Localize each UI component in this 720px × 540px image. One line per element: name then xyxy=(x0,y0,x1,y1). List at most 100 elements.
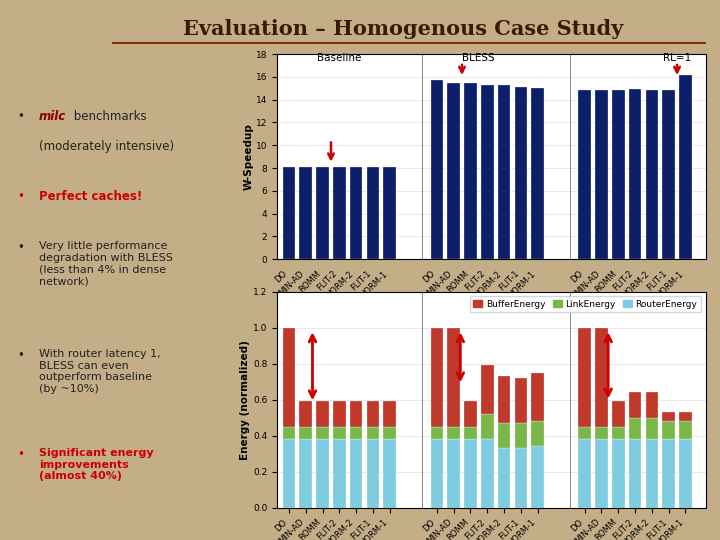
Bar xyxy=(531,88,544,259)
Bar xyxy=(629,439,642,508)
Bar xyxy=(464,439,477,508)
Bar xyxy=(612,439,624,508)
Bar xyxy=(612,401,624,427)
Bar xyxy=(595,91,608,259)
Bar xyxy=(384,439,396,508)
Bar xyxy=(350,439,362,508)
Bar xyxy=(531,421,544,447)
Bar xyxy=(431,439,443,508)
Bar xyxy=(316,427,329,439)
Bar xyxy=(662,412,675,421)
Bar xyxy=(595,427,608,439)
Bar xyxy=(679,439,692,508)
Text: RL=1: RL=1 xyxy=(663,53,691,63)
Bar xyxy=(578,427,591,439)
Bar xyxy=(447,427,460,439)
Bar xyxy=(612,91,624,259)
Bar xyxy=(515,448,527,508)
Bar xyxy=(447,328,460,427)
Text: •: • xyxy=(17,241,24,254)
Bar xyxy=(366,439,379,508)
Bar xyxy=(384,167,396,259)
Bar xyxy=(481,414,493,439)
Bar xyxy=(646,393,658,417)
Bar xyxy=(679,412,692,421)
Bar xyxy=(333,167,346,259)
Text: Significant energy
improvements
(almost 40%): Significant energy improvements (almost … xyxy=(39,448,153,481)
Bar xyxy=(300,427,312,439)
Bar xyxy=(447,439,460,508)
Bar xyxy=(531,373,544,421)
Bar xyxy=(498,376,510,423)
Bar xyxy=(515,378,527,423)
Bar xyxy=(350,401,362,427)
Bar xyxy=(629,89,642,259)
Bar xyxy=(316,167,329,259)
Text: 4x4, 8x milc: 4x4, 8x milc xyxy=(304,322,375,332)
Bar xyxy=(612,427,624,439)
Bar xyxy=(578,439,591,508)
Bar xyxy=(431,427,443,439)
Bar xyxy=(333,427,346,439)
Bar xyxy=(662,439,675,508)
Bar xyxy=(679,75,692,259)
Bar xyxy=(595,439,608,508)
Text: Very little performance
degradation with BLESS
(less than 4% in dense
network): Very little performance degradation with… xyxy=(39,241,173,286)
Text: •: • xyxy=(17,349,24,362)
Bar xyxy=(531,447,544,508)
Bar xyxy=(283,439,295,508)
Bar xyxy=(679,421,692,439)
Bar xyxy=(384,401,396,427)
Text: •: • xyxy=(17,110,24,123)
Text: •: • xyxy=(17,190,24,202)
Bar xyxy=(283,328,295,427)
Bar xyxy=(481,439,493,508)
Bar xyxy=(431,80,443,259)
Bar xyxy=(646,439,658,508)
Bar xyxy=(350,167,362,259)
Bar xyxy=(646,417,658,439)
Bar xyxy=(646,91,658,259)
Text: BLESS: BLESS xyxy=(462,53,495,63)
Bar xyxy=(447,83,460,259)
Bar xyxy=(481,85,493,259)
Bar xyxy=(366,401,379,427)
Bar xyxy=(283,167,295,259)
Bar xyxy=(300,401,312,427)
Bar xyxy=(350,427,362,439)
Bar xyxy=(464,427,477,439)
Y-axis label: W-Speedup: W-Speedup xyxy=(243,123,253,190)
Bar xyxy=(498,85,510,259)
Text: 4x4, 16x milc: 4x4, 16x milc xyxy=(448,322,526,332)
Bar xyxy=(300,167,312,259)
Bar xyxy=(300,439,312,508)
Legend: BufferEnergy, LinkEnergy, RouterEnergy: BufferEnergy, LinkEnergy, RouterEnergy xyxy=(469,296,701,312)
Text: With router latency 1,
BLESS can even
outperform baseline
(by ~10%): With router latency 1, BLESS can even ou… xyxy=(39,349,161,394)
Bar xyxy=(629,393,642,417)
Bar xyxy=(481,366,493,414)
Bar xyxy=(515,87,527,259)
Bar xyxy=(464,401,477,427)
Bar xyxy=(333,439,346,508)
Bar xyxy=(366,427,379,439)
Bar xyxy=(662,421,675,439)
Y-axis label: Energy (normalized): Energy (normalized) xyxy=(240,340,251,460)
Text: •: • xyxy=(17,448,24,461)
Text: Evaluation – Homogenous Case Study: Evaluation – Homogenous Case Study xyxy=(183,19,624,39)
Bar xyxy=(333,401,346,427)
Bar xyxy=(283,427,295,439)
Bar xyxy=(515,423,527,448)
Text: benchmarks: benchmarks xyxy=(70,110,146,123)
Bar xyxy=(384,427,396,439)
Bar xyxy=(366,167,379,259)
Bar xyxy=(578,91,591,259)
Bar xyxy=(498,423,510,448)
Text: 8x8, 16x milc: 8x8, 16x milc xyxy=(596,322,674,332)
Text: Perfect caches!: Perfect caches! xyxy=(39,190,143,202)
Text: (moderately intensive): (moderately intensive) xyxy=(39,140,174,153)
Bar xyxy=(464,83,477,259)
Text: Baseline: Baseline xyxy=(318,53,361,63)
Bar xyxy=(316,439,329,508)
Bar xyxy=(431,328,443,427)
Bar xyxy=(629,417,642,439)
